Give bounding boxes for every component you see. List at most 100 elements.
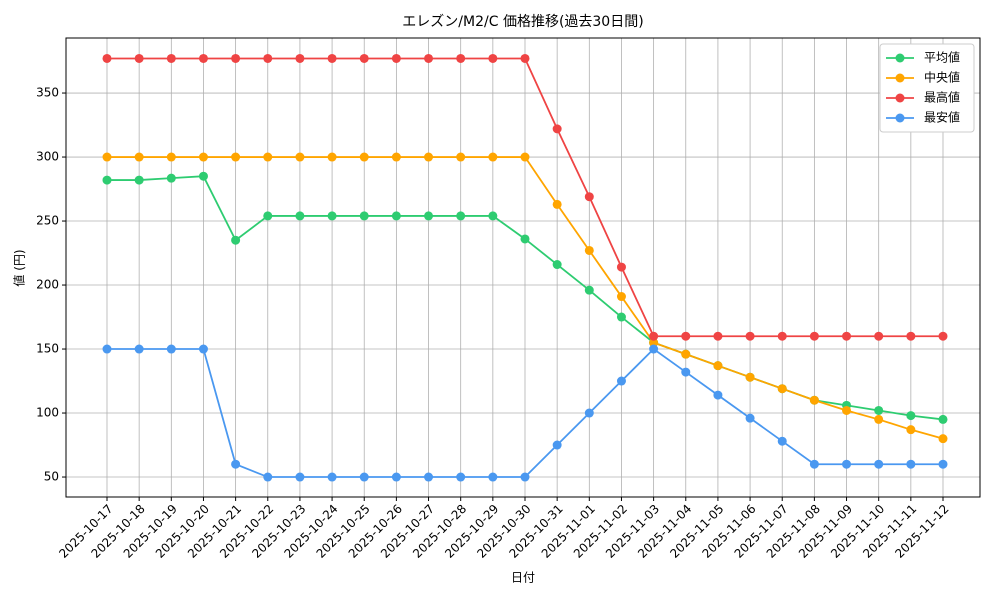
data-point — [520, 234, 530, 244]
data-point — [874, 414, 884, 424]
data-point — [874, 459, 884, 469]
data-point — [777, 384, 787, 394]
data-point — [166, 152, 176, 162]
data-point — [456, 152, 466, 162]
y-tick-label: 250 — [36, 214, 59, 228]
data-point — [134, 53, 144, 63]
data-point — [777, 436, 787, 446]
data-point — [938, 414, 948, 424]
data-point — [809, 395, 819, 405]
data-point — [681, 349, 691, 359]
y-tick-label: 350 — [36, 86, 59, 100]
data-point — [166, 173, 176, 183]
data-point — [681, 331, 691, 341]
y-tick-label: 100 — [36, 406, 59, 420]
data-point — [102, 175, 112, 185]
data-point — [295, 152, 305, 162]
legend-label: 最安値 — [924, 110, 960, 125]
legend-box — [879, 43, 975, 133]
data-point — [391, 472, 401, 482]
y-tick-label: 50 — [44, 470, 59, 484]
data-point — [102, 152, 112, 162]
data-point — [327, 53, 337, 63]
data-point — [938, 434, 948, 444]
legend-label: 平均値 — [924, 50, 960, 65]
data-point — [713, 361, 723, 371]
data-point — [552, 124, 562, 134]
data-point — [102, 344, 112, 354]
data-point — [456, 211, 466, 221]
data-point — [488, 211, 498, 221]
data-point — [649, 338, 659, 348]
chart-title: エレズン/M2/C 価格推移(過去30日間) — [402, 14, 643, 30]
data-point — [102, 53, 112, 63]
data-point — [424, 53, 434, 63]
y-tick-label: 200 — [36, 278, 59, 292]
data-point — [842, 459, 852, 469]
data-point — [584, 408, 594, 418]
data-point — [166, 53, 176, 63]
y-axis-label: 値 (円) — [12, 249, 27, 286]
data-point — [520, 53, 530, 63]
legend-marker — [895, 73, 905, 83]
data-point — [874, 331, 884, 341]
data-point — [424, 211, 434, 221]
data-point — [166, 344, 176, 354]
data-point — [745, 331, 755, 341]
data-point — [424, 152, 434, 162]
data-point — [295, 472, 305, 482]
data-point — [842, 331, 852, 341]
legend-label: 最高値 — [924, 90, 960, 105]
data-point — [745, 413, 755, 423]
data-point — [874, 405, 884, 415]
data-point — [616, 312, 626, 322]
data-point — [552, 260, 562, 270]
data-point — [809, 459, 819, 469]
data-point — [327, 472, 337, 482]
data-point — [263, 53, 273, 63]
data-point — [616, 262, 626, 272]
data-point — [584, 245, 594, 255]
data-point — [456, 472, 466, 482]
data-point — [198, 344, 208, 354]
data-point — [134, 175, 144, 185]
data-point — [616, 292, 626, 302]
data-point — [359, 472, 369, 482]
data-point — [263, 472, 273, 482]
data-point — [359, 53, 369, 63]
plot-frame — [65, 37, 981, 498]
data-point — [327, 211, 337, 221]
data-point — [359, 211, 369, 221]
data-point — [327, 152, 337, 162]
data-point — [906, 425, 916, 435]
data-point — [906, 331, 916, 341]
x-axis-label: 日付 — [511, 571, 535, 585]
data-point — [713, 390, 723, 400]
data-point — [391, 152, 401, 162]
legend-label: 中央値 — [924, 70, 960, 85]
data-point — [745, 372, 755, 382]
data-point — [359, 152, 369, 162]
data-point — [681, 367, 691, 377]
data-point — [231, 53, 241, 63]
data-point — [456, 53, 466, 63]
data-point — [649, 344, 659, 354]
data-point — [938, 459, 948, 469]
data-point — [231, 152, 241, 162]
legend-marker — [895, 93, 905, 103]
data-point — [424, 472, 434, 482]
data-point — [777, 331, 787, 341]
data-point — [263, 152, 273, 162]
data-point — [842, 405, 852, 415]
data-point — [584, 192, 594, 202]
legend-marker — [895, 113, 905, 123]
data-point — [906, 459, 916, 469]
data-point — [295, 53, 305, 63]
data-point — [198, 171, 208, 181]
data-point — [488, 53, 498, 63]
data-point — [295, 211, 305, 221]
data-point — [616, 376, 626, 386]
data-point — [231, 459, 241, 469]
